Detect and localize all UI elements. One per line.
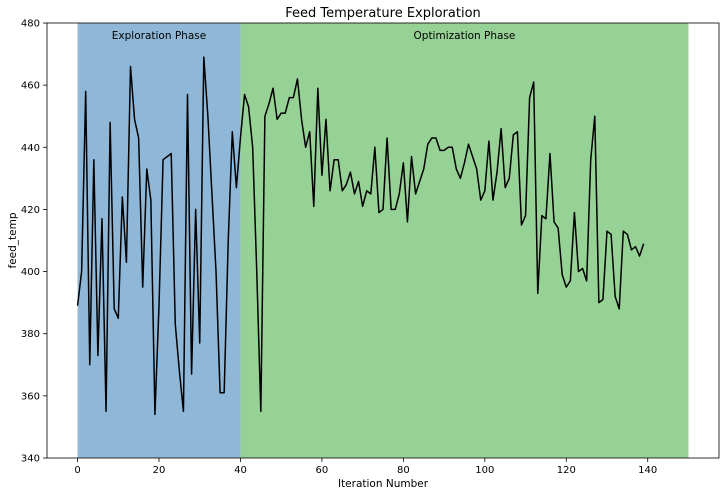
y-tick-label: 360 [21, 391, 40, 402]
x-tick-label: 140 [638, 465, 657, 476]
y-tick-label: 480 [21, 19, 40, 30]
x-axis-label: Iteration Number [338, 478, 429, 490]
x-tick-label: 40 [234, 465, 247, 476]
phase-region-2 [240, 23, 689, 458]
phase-label-1: Exploration Phase [112, 30, 206, 42]
x-axis: 0 20 40 60 80 100 120 140 [74, 458, 657, 476]
x-tick-label: 20 [153, 465, 166, 476]
phase-regions: Exploration Phase Optimization Phase [77, 23, 689, 458]
y-axis-label: feed_temp [7, 212, 19, 268]
y-tick-label: 340 [21, 454, 40, 465]
y-tick-label: 400 [21, 267, 40, 278]
x-tick-label: 80 [397, 465, 410, 476]
x-tick-label: 0 [74, 465, 80, 476]
y-tick-label: 420 [21, 205, 40, 216]
chart-title: Feed Temperature Exploration [285, 6, 481, 21]
phase-label-2: Optimization Phase [414, 30, 516, 42]
x-tick-label: 120 [557, 465, 576, 476]
y-tick-label: 440 [21, 143, 40, 154]
y-axis: 340 360 380 400 420 440 460 480 [21, 19, 47, 465]
y-tick-label: 460 [21, 81, 40, 92]
x-tick-label: 60 [316, 465, 329, 476]
phase-region-1 [77, 23, 241, 458]
x-tick-label: 100 [475, 465, 494, 476]
plot-frame [46, 22, 720, 459]
y-tick-label: 380 [21, 329, 40, 340]
series-line-1 [76, 56, 645, 416]
series-layer [76, 56, 645, 416]
